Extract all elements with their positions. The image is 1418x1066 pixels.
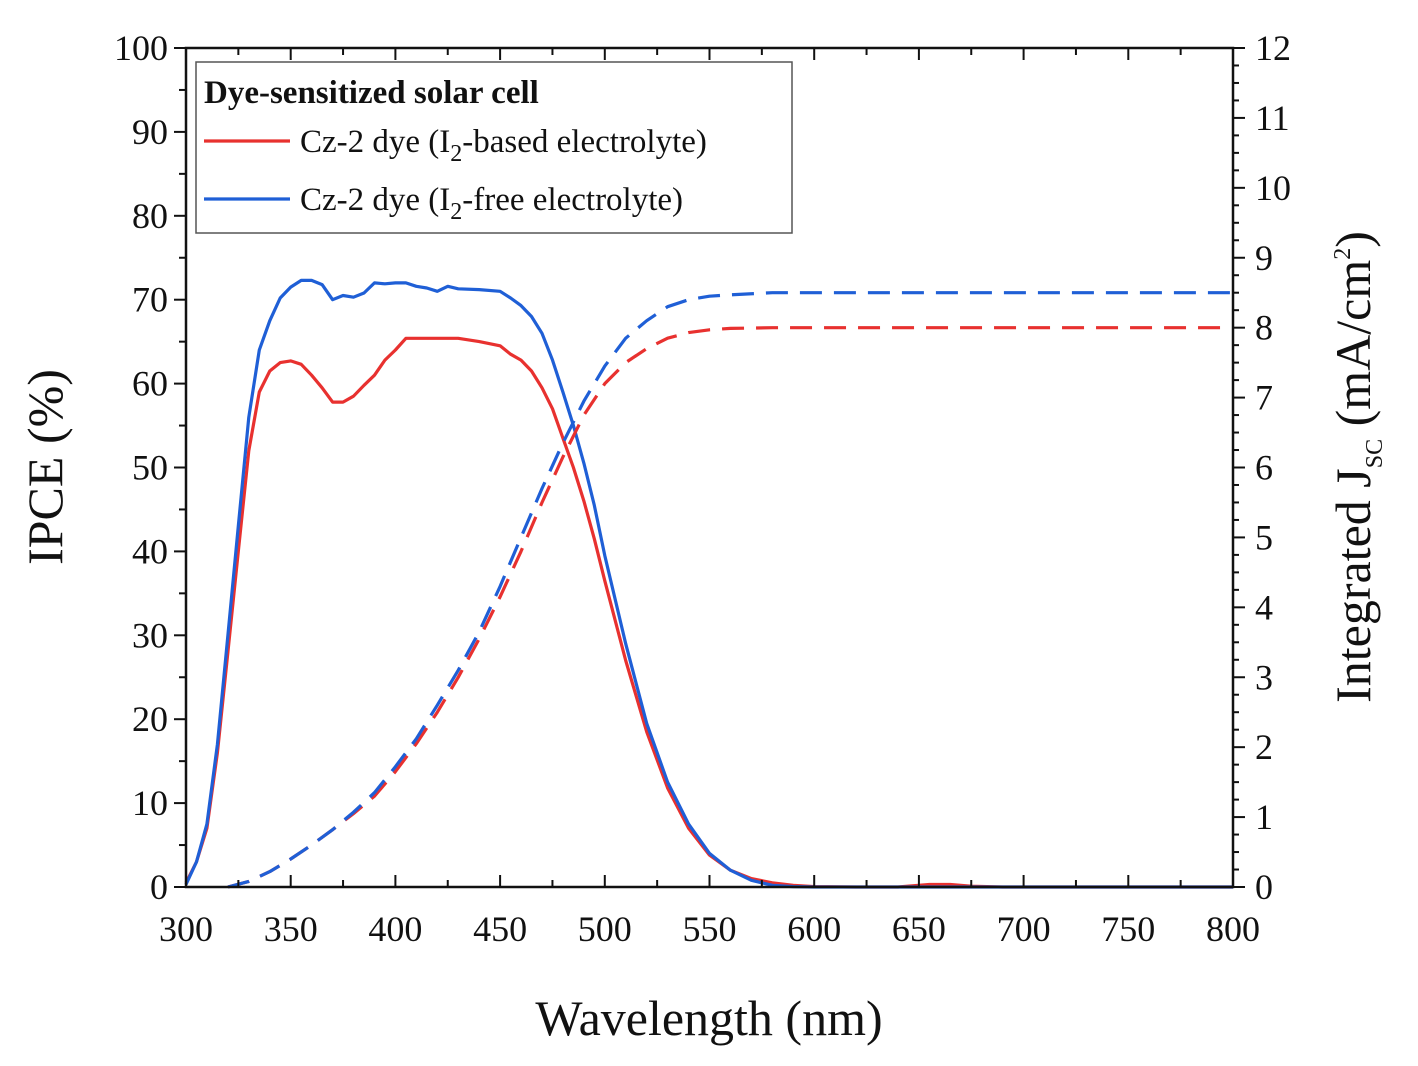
x-tick-label: 700 [997, 909, 1051, 949]
y2-tick-label: 7 [1255, 378, 1273, 418]
series-layer [184, 278, 1233, 889]
y-tick-label: 10 [132, 783, 168, 823]
ticks-layer: 300 350 400 450 500 550 600 650 700 750 8000102030… [114, 28, 1291, 949]
y2-tick-label: 4 [1255, 587, 1273, 627]
y2-tick-label: 1 [1255, 797, 1273, 837]
y-tick-label: 80 [132, 196, 168, 236]
x-tick-label: 600 [787, 909, 841, 949]
x-tick-label: 750 [1101, 909, 1155, 949]
y-tick-label: 70 [132, 280, 168, 320]
x-tick-label: 350 [264, 909, 318, 949]
series-line-1 [184, 278, 1233, 889]
series-line-2 [227, 326, 1233, 889]
series-line-3 [227, 291, 1233, 889]
y2-title-sub: SC [1362, 439, 1388, 468]
x-tick-label: 500 [578, 909, 632, 949]
x-tick-label: 450 [473, 909, 527, 949]
y2-tick-label: 10 [1255, 168, 1291, 208]
y-tick-label: 100 [114, 28, 168, 68]
y2-tick-label: 9 [1255, 238, 1273, 278]
y2-axis-title: Integrated JSC (mA/cm2) [1325, 231, 1388, 703]
y-tick-label: 40 [132, 531, 168, 571]
y2-title-unit: (mA/cm [1325, 260, 1381, 439]
x-tick-label: 300 [159, 909, 213, 949]
x-tick-label: 800 [1206, 909, 1260, 949]
y-tick-label: 0 [150, 867, 168, 907]
series-line-0 [184, 336, 1233, 889]
y2-tick-label: 3 [1255, 657, 1273, 697]
legend-red-pre: Cz-2 dye (I [300, 124, 450, 160]
legend-blue-sub: 2 [450, 199, 462, 225]
legend-box [195, 61, 793, 234]
y2-tick-label: 2 [1255, 727, 1273, 767]
x-tick-label: 550 [683, 909, 737, 949]
x-tick-label: 650 [892, 909, 946, 949]
x-axis-title: Wavelength (nm) [535, 990, 882, 1046]
y-axis-title: IPCE (%) [17, 369, 73, 565]
y-tick-label: 90 [132, 112, 168, 152]
legend: Dye-sensitized solar cell Cz-2 dye (I2-b… [195, 61, 793, 234]
y-tick-label: 50 [132, 448, 168, 488]
legend-blue-post: -free electrolyte) [462, 182, 683, 218]
x-tick-label: 400 [368, 909, 422, 949]
legend-blue-pre: Cz-2 dye (I [300, 182, 450, 218]
legend-red-sub: 2 [450, 141, 462, 167]
y-tick-label: 60 [132, 364, 168, 404]
y2-title-close: ) [1325, 231, 1381, 248]
y2-tick-label: 6 [1255, 448, 1273, 488]
legend-red-post: -based electrolyte) [462, 124, 707, 160]
y2-title-sup: 2 [1330, 248, 1356, 260]
y-tick-label: 20 [132, 699, 168, 739]
y2-tick-label: 11 [1255, 98, 1290, 138]
y2-title-main: Integrated J [1325, 468, 1381, 703]
legend-label-red: Cz-2 dye (I2-based electrolyte) [300, 124, 707, 167]
legend-title: Dye-sensitized solar cell [204, 75, 539, 111]
legend-label-blue: Cz-2 dye (I2-free electrolyte) [300, 182, 683, 225]
y2-tick-label: 5 [1255, 517, 1273, 557]
y2-tick-label: 12 [1255, 28, 1291, 68]
y2-tick-label: 8 [1255, 308, 1273, 348]
y2-tick-label: 0 [1255, 867, 1273, 907]
y-tick-label: 30 [132, 615, 168, 655]
